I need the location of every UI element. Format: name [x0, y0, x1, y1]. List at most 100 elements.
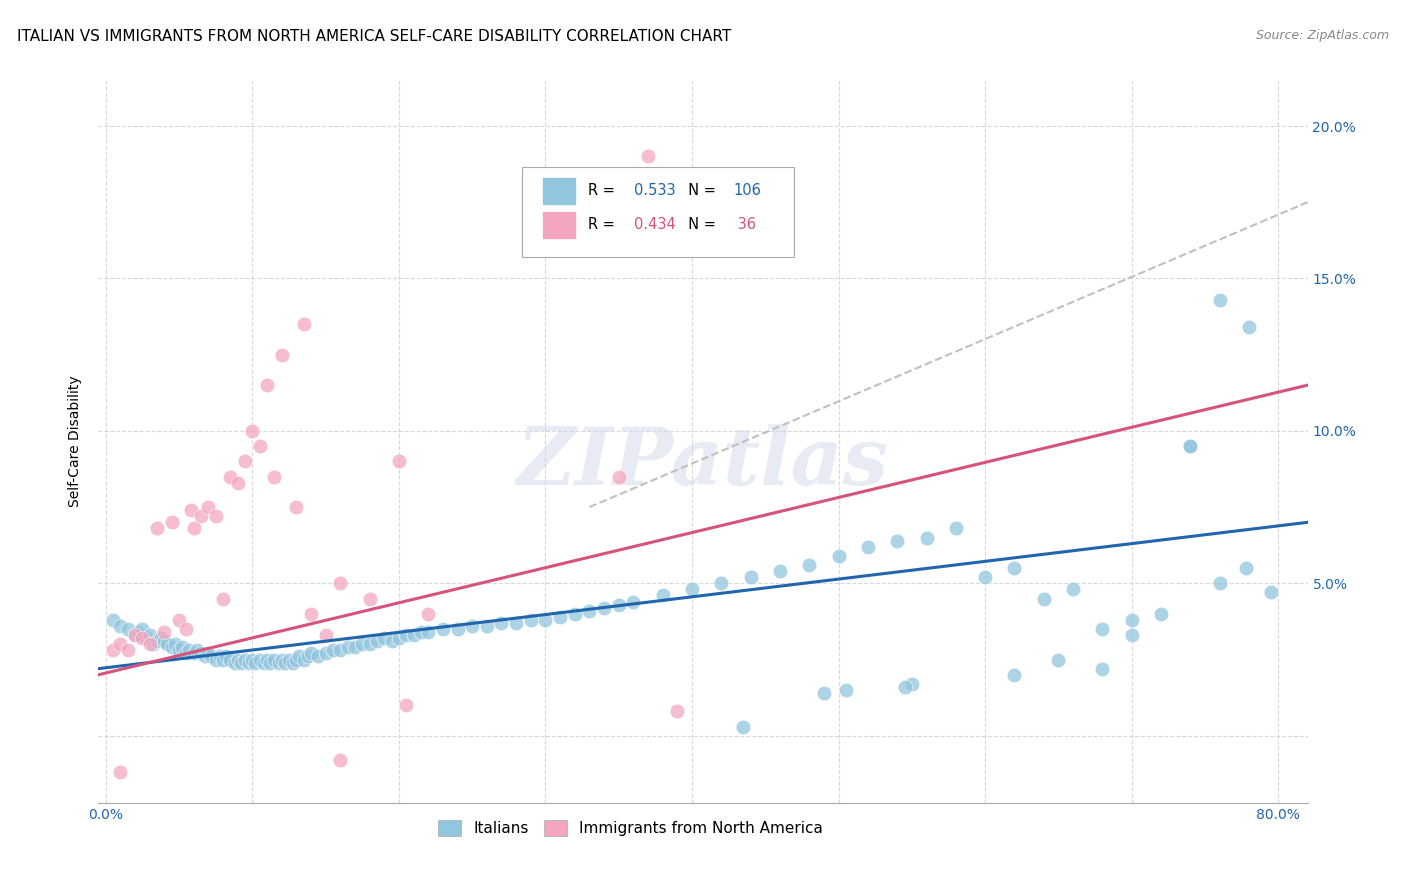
- Point: [475, 619, 498, 633]
- Text: R =: R =: [588, 184, 620, 198]
- Point: [146, 634, 169, 648]
- Point: [215, 649, 238, 664]
- Point: [359, 637, 381, 651]
- Point: [329, 576, 352, 591]
- Text: N =: N =: [679, 218, 720, 232]
- Point: [285, 652, 308, 666]
- Point: [101, 613, 124, 627]
- Point: [1121, 613, 1143, 627]
- Text: ITALIAN VS IMMIGRANTS FROM NORTH AMERICA SELF-CARE DISABILITY CORRELATION CHART: ITALIAN VS IMMIGRANTS FROM NORTH AMERICA…: [17, 29, 731, 44]
- Point: [651, 589, 673, 603]
- Text: 0.533: 0.533: [634, 184, 676, 198]
- Point: [209, 649, 232, 664]
- Point: [1004, 561, 1026, 575]
- Point: [1150, 607, 1173, 621]
- Point: [505, 615, 527, 630]
- Text: 0.434: 0.434: [634, 218, 676, 232]
- Point: [229, 656, 252, 670]
- Text: R =: R =: [588, 218, 620, 232]
- Point: [343, 640, 366, 655]
- Point: [388, 631, 411, 645]
- Point: [366, 634, 388, 648]
- Point: [1091, 662, 1114, 676]
- Point: [153, 625, 176, 640]
- Point: [299, 607, 322, 621]
- Point: [219, 469, 242, 483]
- Point: [249, 652, 271, 666]
- Point: [395, 628, 418, 642]
- Point: [270, 348, 292, 362]
- Text: ZIPatlas: ZIPatlas: [517, 425, 889, 502]
- Point: [329, 753, 352, 767]
- Point: [212, 652, 235, 666]
- Point: [315, 647, 337, 661]
- Point: [153, 634, 176, 648]
- Point: [117, 643, 139, 657]
- Point: [110, 619, 132, 633]
- Point: [270, 652, 292, 666]
- Point: [564, 607, 586, 621]
- Point: [520, 613, 543, 627]
- Point: [373, 631, 395, 645]
- Point: [142, 637, 165, 651]
- Point: [167, 613, 190, 627]
- Point: [607, 598, 630, 612]
- Point: [352, 637, 374, 651]
- Text: N =: N =: [679, 184, 720, 198]
- Point: [263, 469, 285, 483]
- Point: [1004, 667, 1026, 681]
- Point: [1091, 622, 1114, 636]
- Point: [621, 594, 644, 608]
- Point: [150, 631, 173, 645]
- Point: [179, 643, 201, 657]
- Point: [124, 628, 146, 642]
- FancyBboxPatch shape: [522, 167, 793, 257]
- Point: [204, 509, 226, 524]
- Point: [127, 625, 149, 640]
- Point: [245, 656, 267, 670]
- Point: [224, 656, 246, 670]
- Point: [135, 631, 157, 645]
- Point: [315, 628, 337, 642]
- Point: [240, 652, 263, 666]
- Point: [110, 765, 132, 780]
- Point: [1032, 591, 1054, 606]
- Legend: Italians, Immigrants from North America: Italians, Immigrants from North America: [432, 814, 830, 842]
- Point: [256, 652, 278, 666]
- Point: [117, 622, 139, 636]
- Point: [204, 652, 226, 666]
- Point: [226, 475, 249, 490]
- Point: [285, 500, 308, 514]
- Point: [194, 649, 217, 664]
- Point: [637, 149, 659, 163]
- Point: [249, 439, 271, 453]
- Point: [409, 625, 432, 640]
- Point: [418, 625, 440, 640]
- Point: [548, 610, 571, 624]
- Point: [1180, 439, 1202, 453]
- Point: [395, 698, 418, 713]
- FancyBboxPatch shape: [543, 211, 576, 238]
- Point: [710, 576, 733, 591]
- Point: [278, 652, 301, 666]
- Point: [856, 540, 879, 554]
- Point: [418, 607, 440, 621]
- Point: [176, 647, 198, 661]
- Point: [240, 424, 263, 438]
- Point: [160, 516, 183, 530]
- Point: [219, 652, 242, 666]
- Point: [1208, 576, 1230, 591]
- Y-axis label: Self-Care Disability: Self-Care Disability: [69, 376, 83, 508]
- FancyBboxPatch shape: [543, 178, 576, 204]
- Point: [190, 509, 212, 524]
- Point: [578, 604, 600, 618]
- Point: [336, 640, 359, 655]
- Point: [263, 652, 285, 666]
- Point: [297, 649, 319, 664]
- Point: [813, 686, 835, 700]
- Point: [769, 564, 792, 578]
- Point: [183, 647, 205, 661]
- Point: [740, 570, 762, 584]
- Point: [283, 656, 305, 670]
- Point: [288, 649, 311, 664]
